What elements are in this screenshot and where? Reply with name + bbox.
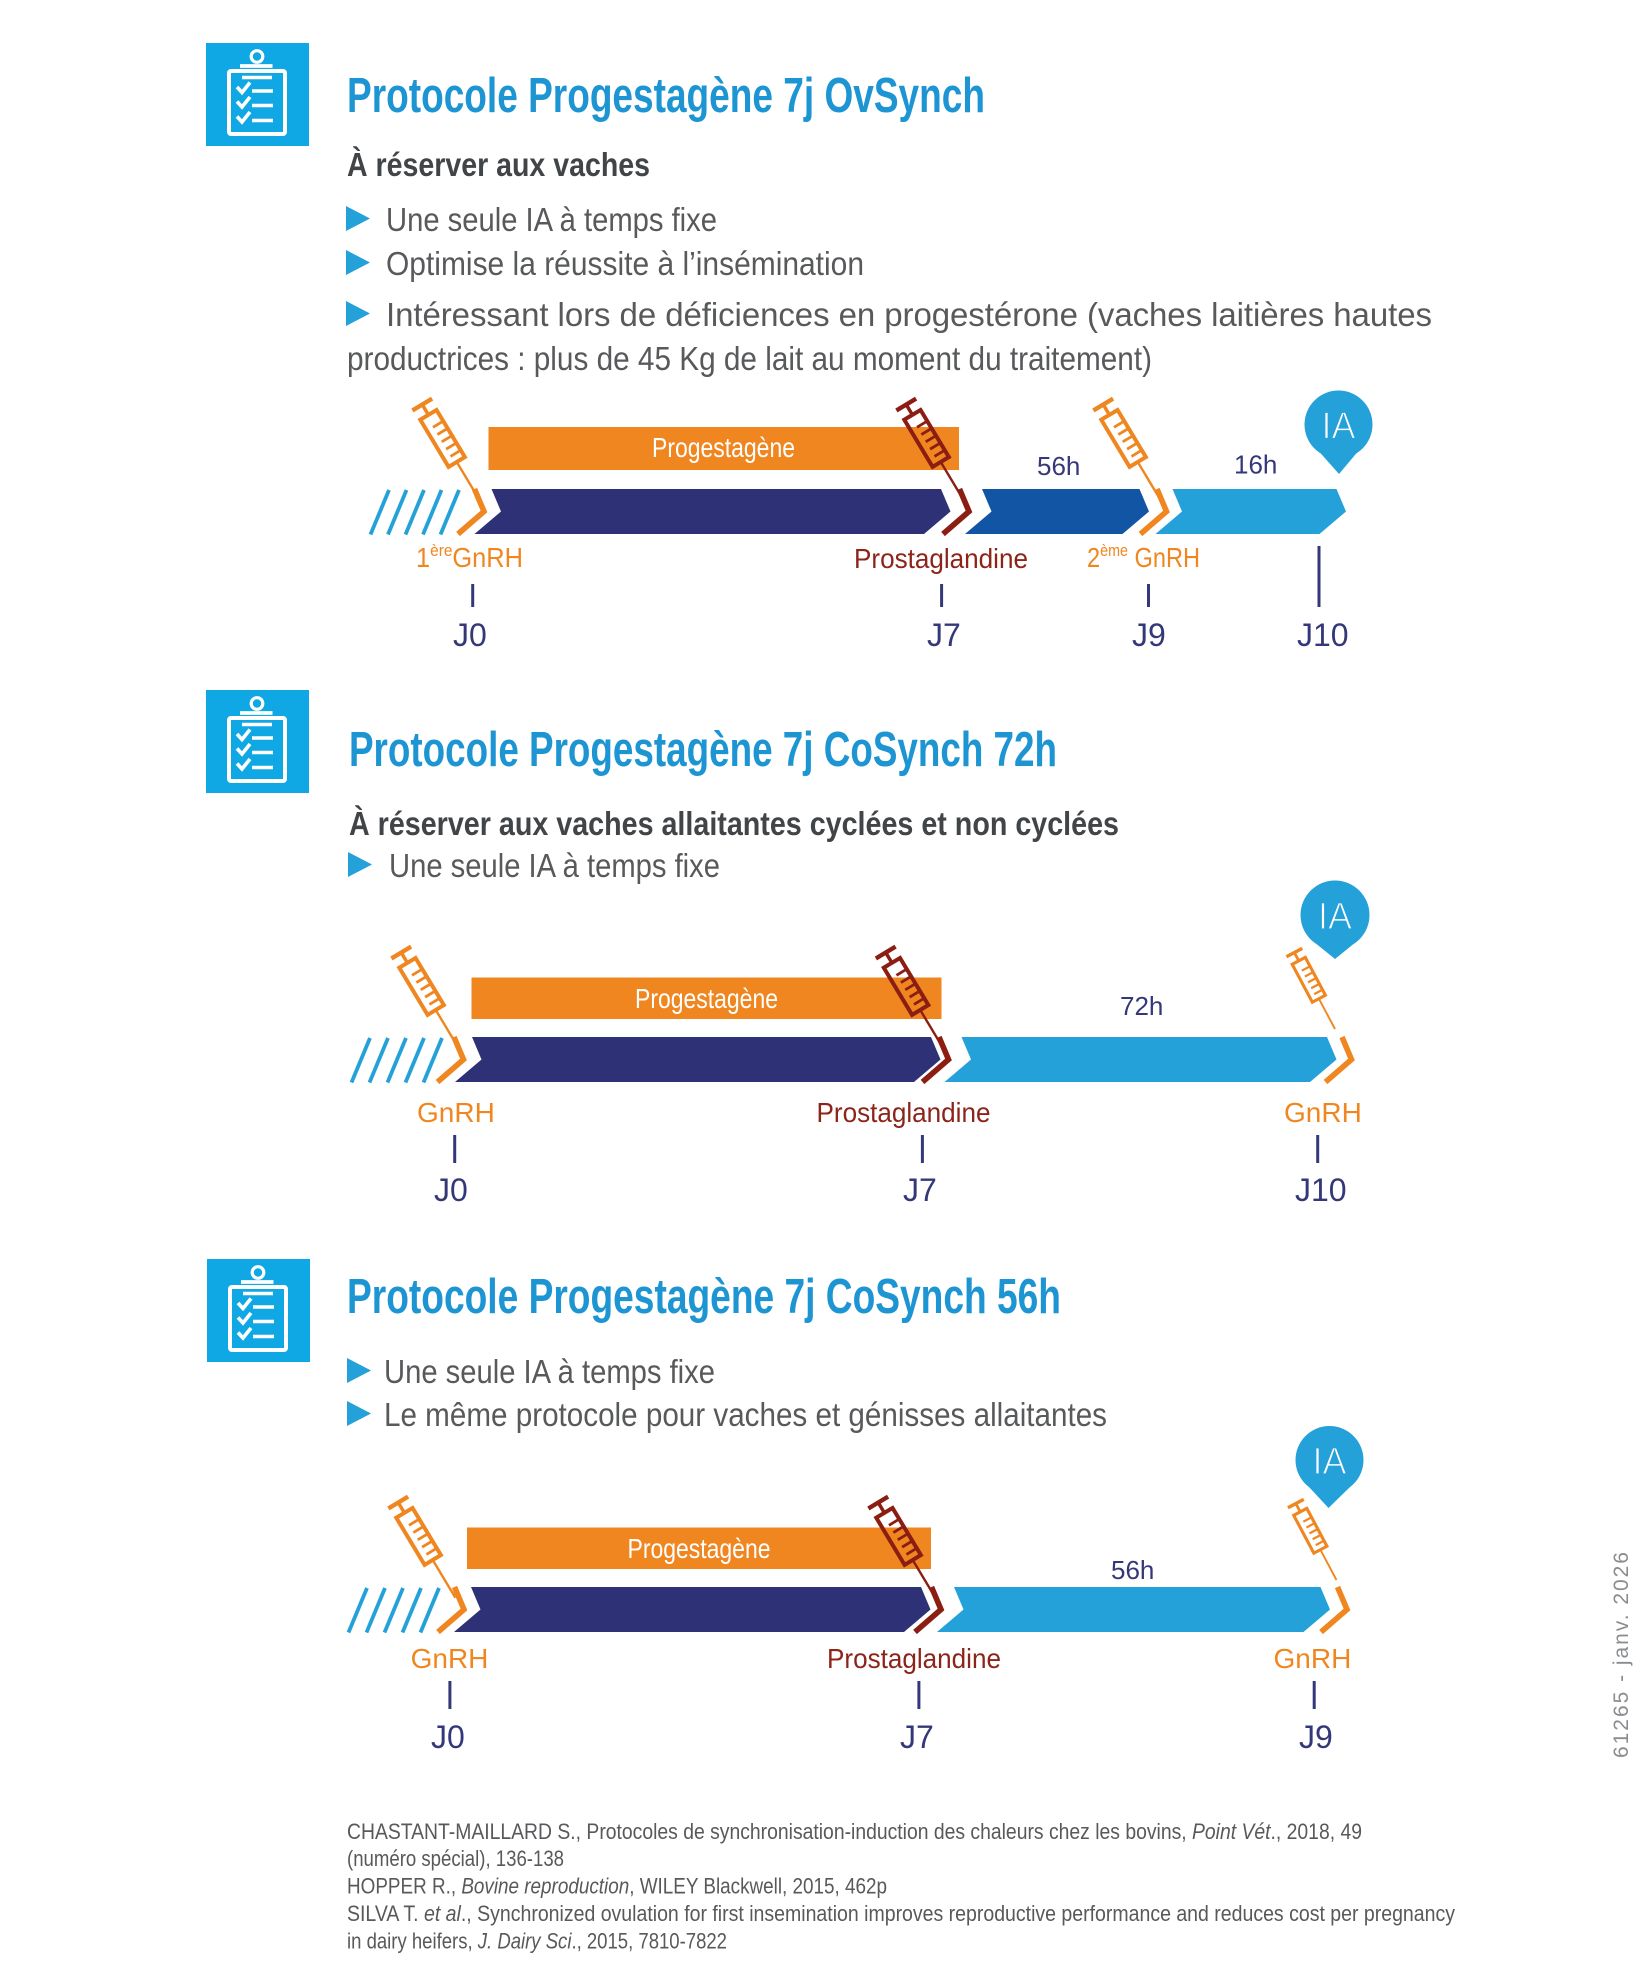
svg-text:61265 - janv. 2026: 61265 - janv. 2026 <box>1610 1552 1633 1758</box>
svg-text:Progestagène: Progestagène <box>635 983 778 1014</box>
svg-text:J7: J7 <box>900 1719 934 1755</box>
svg-text:J7: J7 <box>903 1172 937 1208</box>
svg-text:2ème GnRH: 2ème GnRH <box>1087 541 1200 573</box>
svg-text:GnRH: GnRH <box>1284 1097 1362 1128</box>
svg-text:J10: J10 <box>1297 617 1349 653</box>
svg-text:J10: J10 <box>1295 1172 1347 1208</box>
svg-text:16h: 16h <box>1234 450 1277 480</box>
svg-text:GnRH: GnRH <box>411 1643 489 1674</box>
svg-text:GnRH: GnRH <box>417 1097 495 1128</box>
svg-text:GnRH: GnRH <box>1274 1643 1352 1674</box>
svg-text:À réserver aux vaches: À réserver aux vaches <box>347 146 650 183</box>
svg-text:SILVA T. et al., Synchronized: SILVA T. et al., Synchronized ovulation … <box>347 1901 1455 1926</box>
svg-text:56h: 56h <box>1111 1555 1154 1585</box>
svg-text:Une seule IA à temps fixe: Une seule IA à temps fixe <box>384 1353 715 1390</box>
svg-text:J0: J0 <box>434 1172 468 1208</box>
svg-text:(numéro spécial), 136-138: (numéro spécial), 136-138 <box>347 1846 564 1871</box>
svg-text:Le même protocole pour vaches: Le même protocole pour vaches et génisse… <box>384 1396 1107 1433</box>
svg-text:HOPPER R., Bovine reproduction: HOPPER R., Bovine reproduction, WILEY Bl… <box>347 1874 887 1899</box>
svg-text:Une seule IA à temps fixe: Une seule IA à temps fixe <box>389 847 720 884</box>
svg-text:Une seule IA à temps fixe: Une seule IA à temps fixe <box>386 201 717 238</box>
svg-text:J0: J0 <box>453 617 487 653</box>
svg-text:J9: J9 <box>1299 1719 1333 1755</box>
svg-text:72h: 72h <box>1120 991 1163 1021</box>
svg-text:Intéressant lors de déficience: Intéressant lors de déficiences en proge… <box>386 296 1432 333</box>
svg-text:Protocole Progestagène 7j CoSy: Protocole Progestagène 7j CoSynch 56h <box>347 1270 1061 1324</box>
svg-text:Prostaglandine: Prostaglandine <box>817 1097 991 1128</box>
svg-text:1èreGnRH: 1èreGnRH <box>416 541 523 573</box>
svg-text:IA: IA <box>1318 896 1353 938</box>
svg-text:Prostaglandine: Prostaglandine <box>854 543 1028 574</box>
svg-text:CHASTANT-MAILLARD S., Protocol: CHASTANT-MAILLARD S., Protocoles de sync… <box>347 1819 1362 1844</box>
svg-text:IA: IA <box>1322 406 1357 448</box>
svg-text:Prostaglandine: Prostaglandine <box>827 1643 1001 1674</box>
svg-text:Protocole Progestagène 7j OvSy: Protocole Progestagène 7j OvSynch <box>347 69 985 123</box>
svg-text:56h: 56h <box>1037 451 1080 481</box>
svg-text:Progestagène: Progestagène <box>652 432 795 463</box>
svg-text:Optimise la réussite à l’insém: Optimise la réussite à l’insémination <box>386 245 864 282</box>
svg-text:À réserver aux vaches allaitan: À réserver aux vaches allaitantes cyclée… <box>349 805 1119 842</box>
svg-text:productrices : plus de 45 Kg d: productrices : plus de 45 Kg de lait au … <box>347 340 1152 377</box>
svg-text:J7: J7 <box>927 617 961 653</box>
svg-text:J0: J0 <box>431 1719 465 1755</box>
svg-text:Progestagène: Progestagène <box>628 1533 771 1564</box>
svg-text:IA: IA <box>1313 1441 1348 1483</box>
svg-text:J9: J9 <box>1132 617 1166 653</box>
svg-text:in dairy heifers, J. Dairy Sci: in dairy heifers, J. Dairy Sci., 2015, 7… <box>347 1929 727 1954</box>
svg-text:Protocole Progestagène 7j CoSy: Protocole Progestagène 7j CoSynch 72h <box>349 723 1057 777</box>
